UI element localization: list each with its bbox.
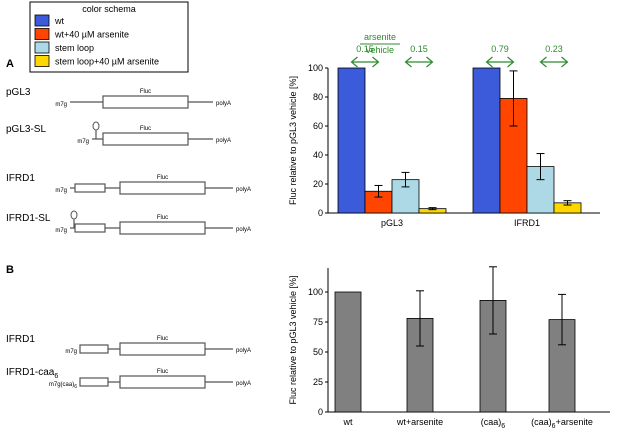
cap-label-sub: 6	[74, 384, 77, 390]
construct-name: pGL3	[6, 87, 31, 98]
fluc-box	[119, 181, 206, 195]
y-tick-label: 25	[313, 377, 323, 387]
construct-name: IFRD1-SL	[6, 213, 51, 224]
polya-label: polyA	[236, 381, 251, 387]
x-tick-label: pGL3	[381, 218, 403, 228]
construct-name: IFRD1	[6, 173, 35, 184]
y-tick-label: 75	[313, 317, 323, 327]
y-tick-label: 20	[313, 179, 323, 189]
fluc-label: Fluc	[157, 175, 168, 181]
polya-label: polyA	[236, 227, 251, 233]
ratio-value: 0.23	[545, 44, 563, 54]
fluc-box	[102, 95, 189, 109]
panel-b-letter: B	[6, 264, 14, 276]
legend: color schema wt wt+40 µM arsenite stem loo…	[29, 1, 189, 73]
y-tick-label: 0	[318, 208, 323, 218]
ratio-arrow	[485, 56, 515, 68]
legend-frame	[29, 1, 189, 73]
y-tick-label: 40	[313, 150, 323, 160]
construct-name: pGL3-SL	[6, 124, 46, 135]
x-tick-label: wt	[343, 417, 353, 427]
ratio-value: 0.15	[356, 44, 374, 54]
fluc-box	[119, 221, 206, 235]
cap-label: m7g	[65, 349, 77, 355]
x-tick-label: (caa)6	[481, 417, 506, 430]
x-tick-label-suffix: +arsenite	[556, 417, 593, 427]
fluc-label: Fluc	[140, 89, 151, 95]
utr-box	[79, 344, 109, 354]
stem-loop-icon	[92, 121, 100, 131]
legend-title: color schema	[82, 4, 136, 14]
construct-name-sub: 6	[54, 373, 58, 380]
y-tick-label: 100	[308, 287, 323, 297]
polya-label: polyA	[216, 101, 231, 107]
cap-label: m7g	[77, 139, 89, 145]
fluc-box	[102, 132, 189, 146]
construct-name: IFRD1	[6, 334, 35, 345]
polya-label: polyA	[236, 348, 251, 354]
cap-label: m7g(caa)6	[49, 382, 77, 390]
fluc-label: Fluc	[157, 215, 168, 221]
construct-name: IFRD1-caa6	[6, 367, 58, 380]
utr-box	[74, 223, 106, 233]
legend-swatch	[34, 55, 50, 67]
utr-box	[79, 377, 109, 387]
polya-label: polyA	[216, 138, 231, 144]
utr-box	[74, 183, 106, 193]
ratio-value: 0.79	[491, 44, 509, 54]
x-tick-label: IFRD1	[514, 218, 540, 228]
chart-b: 0 25 50 75 100 Fluc relative to pGL3 vehicle …	[288, 266, 610, 430]
legend-swatch	[34, 41, 50, 54]
fluc-label: Fluc	[157, 369, 168, 375]
ratio-header-denominator: vehicle	[366, 45, 394, 55]
y-tick-label: 0	[318, 407, 323, 417]
legend-label: stem loop+40 µM arsenite	[55, 57, 159, 67]
cap-label: m7g	[55, 228, 67, 234]
ratio-header-numerator: arsenite	[364, 32, 396, 42]
legend-swatch	[34, 28, 50, 40]
x-tick-label: wt+arsenite	[396, 417, 443, 427]
polya-label: polyA	[236, 187, 251, 193]
cap-label: m7g	[55, 188, 67, 194]
cap-label: m7g	[55, 102, 67, 108]
y-axis-label: Fluc relative to pGL3 vehicle [%]	[288, 76, 298, 205]
legend-items: wt wt+40 µM arsenite stem loop stem loop+40…	[34, 14, 159, 67]
x-tick-label-sub: 6	[501, 423, 505, 430]
y-tick-label: 100	[308, 63, 323, 73]
y-tick-label: 60	[313, 121, 323, 131]
stem-loop-icon	[70, 210, 78, 220]
bar	[337, 67, 366, 214]
ratio-arrow	[404, 56, 434, 68]
x-tick-label-sub: 6	[552, 423, 556, 430]
legend-label: stem loop	[55, 43, 94, 53]
y-tick-label: 80	[313, 92, 323, 102]
ratio-arrow	[350, 56, 380, 68]
fluc-box	[119, 342, 206, 356]
fluc-box	[119, 375, 206, 389]
bar	[334, 291, 362, 413]
legend-swatch	[34, 14, 50, 27]
fluc-label: Fluc	[140, 126, 151, 132]
panel-a-constructs: pGL3 m7g Fluc polyA pGL3-SL m7g Fluc polyA IFRD1…	[6, 87, 251, 235]
ratio-value: 0.15	[410, 44, 428, 54]
panel-a-letter: A	[6, 58, 14, 70]
fluc-label: Fluc	[157, 336, 168, 342]
legend-label: wt	[54, 16, 64, 26]
chart-a: arsenite vehicle 0 20 40 60 80 100 Fluc relati…	[288, 32, 600, 228]
bar	[472, 67, 501, 214]
panel-b-constructs: IFRD1 m7g Fluc polyA IFRD1-caa6 m7g(caa)6 Fluc…	[6, 334, 251, 390]
y-tick-label: 50	[313, 347, 323, 357]
x-tick-label: (caa)6+arsenite	[531, 417, 593, 430]
y-axis-label: Fluc relative to pGL3 vehicle [%]	[288, 275, 298, 404]
legend-label: wt+40 µM arsenite	[54, 30, 129, 40]
ratio-arrow	[539, 56, 569, 68]
